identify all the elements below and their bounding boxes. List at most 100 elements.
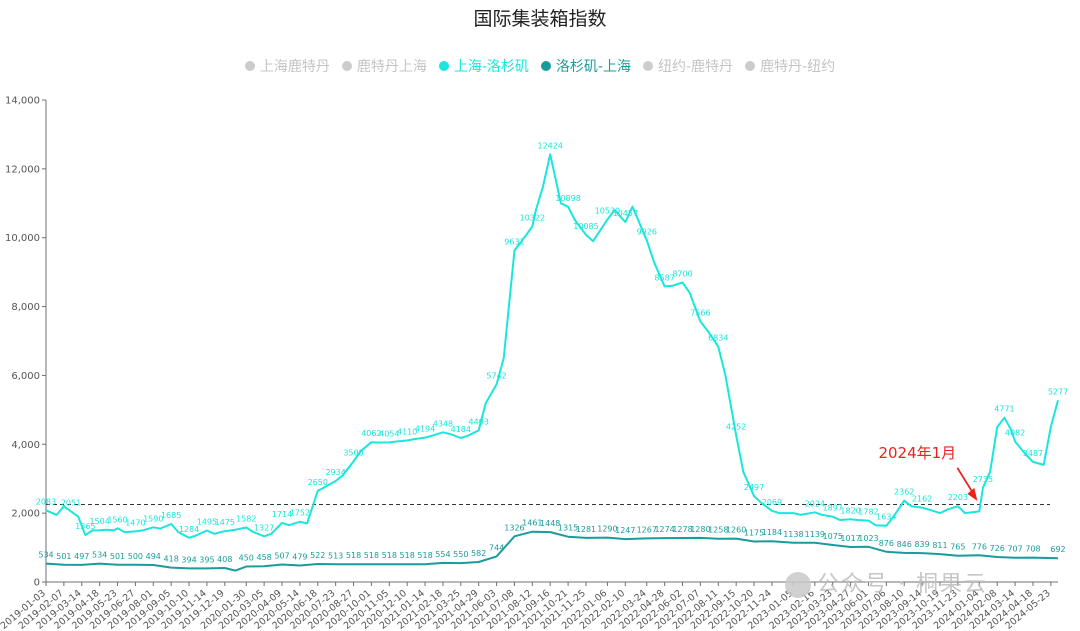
legend-item-3[interactable]: 洛杉矶-上海 — [540, 56, 631, 76]
legend-label: 鹿特丹-纽约 — [760, 59, 836, 75]
legend-item-1[interactable]: 鹿特丹上海 — [341, 56, 427, 76]
data-label: 394 — [181, 555, 196, 564]
data-label: 1685 — [161, 511, 181, 520]
wechat-icon — [785, 572, 811, 598]
data-label: 4771 — [994, 405, 1014, 414]
legend-label: 上海鹿特丹 — [259, 59, 330, 75]
legend-dot-icon — [438, 61, 449, 71]
data-label: 550 — [453, 550, 468, 559]
data-label: 2735 — [973, 475, 993, 484]
data-label: 450 — [239, 554, 254, 563]
data-label: 12424 — [537, 141, 562, 150]
data-label: 776 — [972, 542, 987, 551]
data-label: 513 — [328, 551, 343, 560]
legend-label: 上海-洛杉矶 — [453, 59, 529, 75]
data-label: 500 — [128, 552, 143, 561]
data-label: 692 — [1050, 545, 1065, 554]
y-tick-label: 4,000 — [11, 440, 40, 451]
data-label: 1075 — [823, 532, 843, 541]
annotation-label: 2024年1月 — [878, 444, 956, 462]
data-label: 1139 — [805, 530, 825, 539]
y-tick-label: 2,000 — [11, 509, 40, 520]
y-tick-label: 12,000 — [5, 164, 40, 175]
data-label: 1782 — [858, 508, 878, 517]
data-label: 10085 — [573, 222, 598, 231]
data-label: 582 — [471, 549, 486, 558]
data-label: 2203 — [948, 493, 968, 502]
legend-dot-icon — [244, 61, 255, 71]
data-label: 1365 — [75, 522, 95, 531]
watermark-text: 公众号 · 桐果云 — [817, 572, 988, 597]
series-line-0 — [45, 153, 1059, 539]
data-label: 6834 — [708, 334, 728, 343]
data-label: 507 — [274, 552, 289, 561]
data-label: 846 — [897, 540, 912, 549]
legend-label: 纽约-鹿特丹 — [658, 59, 734, 75]
data-label: 1138 — [783, 530, 803, 539]
data-label: 1582 — [236, 515, 256, 524]
data-label: 1290 — [597, 525, 617, 534]
data-label: 5742 — [486, 371, 506, 380]
data-label: 1258 — [708, 526, 728, 535]
data-label: 534 — [38, 551, 53, 560]
data-label: 1284 — [179, 525, 199, 534]
data-label: 518 — [382, 551, 397, 560]
data-label: 10530 — [595, 206, 620, 215]
data-label: 1267 — [637, 525, 657, 534]
data-label: 3487 — [1023, 449, 1043, 458]
data-label: 1184 — [762, 528, 782, 537]
data-label: 8587 — [654, 273, 674, 282]
data-label: 497 — [74, 552, 89, 561]
data-label: 1897 — [823, 504, 843, 513]
data-label: 1327 — [254, 523, 274, 532]
data-label: 554 — [435, 550, 450, 559]
data-label: 10457 — [613, 209, 638, 218]
legend-dot-icon — [643, 61, 653, 71]
data-label: 1247 — [615, 526, 635, 535]
data-label: 4110 — [397, 427, 417, 436]
data-label: 1714 — [272, 510, 292, 519]
annotation-arrow-icon — [967, 487, 978, 501]
y-tick-label: 6,000 — [11, 371, 40, 382]
data-label: 811 — [932, 541, 947, 550]
data-label: 10322 — [520, 214, 545, 223]
legend-item-5[interactable]: 鹿特丹-纽约 — [745, 56, 835, 76]
data-label: 408 — [217, 555, 232, 564]
data-label: 2024 — [805, 499, 825, 508]
legend: 上海鹿特丹 鹿特丹上海 上海-洛杉矶 洛杉矶-上海 纽约-鹿特丹 鹿特丹-纽约 — [0, 56, 1080, 76]
data-label: 726 — [990, 544, 1005, 553]
data-label: 518 — [346, 551, 361, 560]
data-label: 1495 — [197, 518, 217, 527]
data-label: 1326 — [504, 523, 524, 532]
data-label: 1634 — [876, 513, 896, 522]
data-label: 4403 — [469, 417, 489, 426]
legend-label: 鹿特丹上海 — [356, 59, 427, 75]
data-label: 2083 — [36, 497, 56, 506]
data-label: 458 — [256, 553, 271, 562]
data-label: 501 — [110, 552, 125, 561]
data-label: 418 — [164, 555, 179, 564]
data-label: 1281 — [576, 525, 596, 534]
data-label: 501 — [56, 552, 71, 561]
data-label: 7566 — [690, 309, 710, 318]
chart-title: 国际集装箱指数 — [473, 8, 607, 30]
data-label: 2362 — [894, 488, 914, 497]
data-label: 9631 — [504, 237, 524, 246]
data-label: 4082 — [1005, 428, 1025, 437]
data-label: 518 — [364, 551, 379, 560]
data-label: 4194 — [415, 425, 435, 434]
data-label: 1274 — [654, 525, 674, 534]
data-label: 2650 — [308, 478, 328, 487]
data-label: 1023 — [858, 534, 878, 543]
data-label: 1461 — [522, 519, 542, 528]
data-label: 1017 — [840, 534, 860, 543]
legend-item-4[interactable]: 纽约-鹿特丹 — [643, 56, 733, 76]
data-label: 876 — [879, 539, 894, 548]
legend-dot-icon — [540, 61, 551, 71]
data-label: 4062 — [361, 429, 381, 438]
legend-item-0[interactable]: 上海鹿特丹 — [244, 56, 330, 76]
legend-item-2[interactable]: 上海-洛杉矶 — [438, 56, 529, 76]
data-label: 518 — [400, 551, 415, 560]
data-label: 839 — [914, 540, 929, 549]
data-label: 744 — [489, 543, 504, 552]
